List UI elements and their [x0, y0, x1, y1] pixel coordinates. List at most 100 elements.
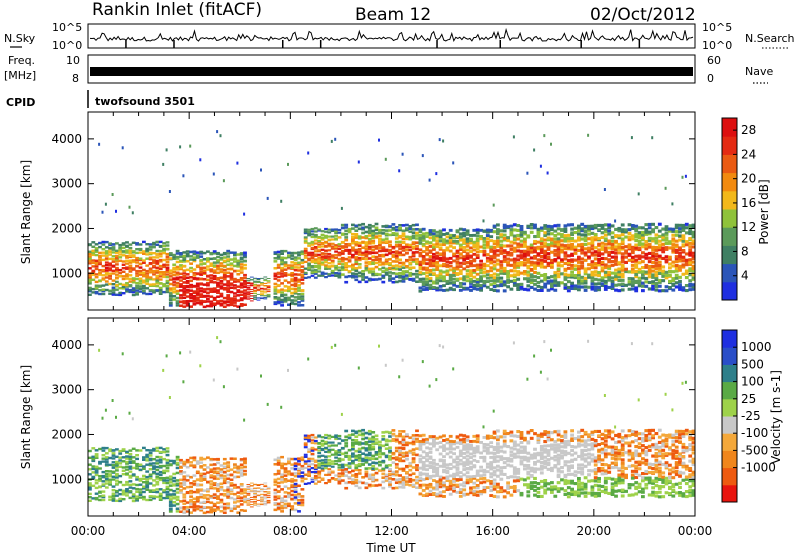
velocity-cell	[104, 482, 109, 485]
power-cell	[394, 232, 399, 235]
power-cell	[671, 277, 676, 281]
power-cell	[529, 256, 534, 260]
power-cell	[287, 281, 291, 284]
velocity-cell	[162, 477, 166, 480]
power-cell	[445, 246, 450, 250]
velocity-cell	[165, 496, 170, 500]
power-cell	[519, 233, 524, 237]
power-cell	[222, 275, 227, 279]
power-cell	[455, 229, 460, 233]
power-cell	[536, 245, 541, 249]
velocity-cell	[260, 483, 264, 485]
velocity-cell	[411, 472, 416, 475]
power-cell	[509, 224, 514, 228]
power-cell	[293, 266, 298, 269]
velocity-cell	[118, 449, 123, 453]
power-cell	[448, 278, 453, 282]
power-cell	[364, 230, 369, 234]
power-cell	[354, 234, 359, 238]
power-cell	[502, 255, 507, 259]
velocity-cell	[303, 455, 308, 458]
velocity-cell	[391, 434, 396, 437]
power-cell	[644, 263, 649, 267]
power-cell	[560, 228, 564, 232]
power-cell	[654, 278, 659, 282]
velocity-cell	[189, 464, 193, 467]
power-cell	[563, 286, 568, 290]
velocity-cell	[91, 471, 96, 474]
power-cell	[405, 243, 409, 246]
power-cell	[108, 292, 112, 295]
power-cell	[158, 292, 163, 295]
power-cell	[179, 259, 183, 263]
power-cell	[664, 285, 669, 289]
power-cell	[145, 257, 150, 260]
power-cell	[226, 287, 231, 290]
power-cell	[374, 278, 379, 281]
power-cell	[226, 290, 231, 293]
power-cell	[566, 233, 571, 237]
velocity-cell	[384, 464, 389, 468]
power-cell	[691, 287, 696, 291]
velocity-cell	[121, 473, 126, 476]
power-cell	[192, 274, 197, 277]
power-cell	[442, 243, 446, 246]
power-cell	[681, 263, 686, 267]
power-cell	[162, 242, 166, 245]
power-cell	[209, 300, 214, 303]
velocity-cell	[165, 467, 170, 470]
velocity-cell	[236, 471, 241, 474]
power-cell	[253, 288, 257, 290]
power-cell	[101, 254, 106, 257]
velocity-cell	[182, 507, 187, 511]
power-cell	[570, 247, 574, 251]
velocity-cell	[374, 453, 379, 456]
power-cell	[401, 272, 406, 276]
velocity-cell	[280, 478, 284, 481]
velocity-cell	[401, 459, 406, 463]
power-cell	[688, 251, 693, 255]
velocity-cell	[260, 488, 264, 490]
power-cell	[411, 258, 416, 261]
power-cell	[236, 285, 241, 288]
power-cell	[131, 254, 136, 257]
power-cell	[492, 285, 497, 289]
power-cell	[364, 243, 369, 246]
power-cell	[641, 260, 645, 264]
power-cell	[691, 225, 696, 229]
power-cell	[381, 276, 386, 279]
velocity-cell	[381, 486, 386, 490]
velocity-cell	[384, 479, 389, 482]
velocity-cell	[125, 483, 129, 486]
velocity-cell	[94, 469, 99, 472]
power-cell	[539, 245, 544, 249]
velocity-cell	[121, 448, 126, 451]
power-cell	[202, 271, 207, 274]
velocity-cell	[297, 475, 301, 478]
velocity-cell	[182, 493, 187, 496]
power-cell	[563, 236, 568, 240]
velocity-cell	[327, 458, 332, 462]
power-cell	[384, 260, 389, 263]
velocity-cell	[300, 456, 305, 459]
power-cell	[401, 240, 406, 244]
velocity-cell	[158, 461, 163, 464]
velocity-cell	[287, 502, 291, 506]
velocity-cell	[165, 476, 170, 479]
velocity-cell	[158, 488, 163, 491]
velocity-cell	[118, 474, 123, 478]
power-cell	[128, 268, 133, 272]
power-cell	[351, 246, 355, 249]
velocity-cell	[344, 474, 349, 477]
velocity-cell	[398, 433, 402, 436]
power-cell	[256, 280, 261, 282]
power-cell	[536, 227, 541, 231]
power-cell	[324, 230, 328, 233]
power-cell	[175, 300, 180, 303]
velocity-cell	[421, 494, 426, 497]
velocity-cell	[128, 455, 133, 458]
velocity-cell	[179, 478, 183, 482]
power-cell	[266, 293, 271, 295]
velocity-cell	[357, 462, 362, 466]
power-cell	[452, 161, 455, 165]
